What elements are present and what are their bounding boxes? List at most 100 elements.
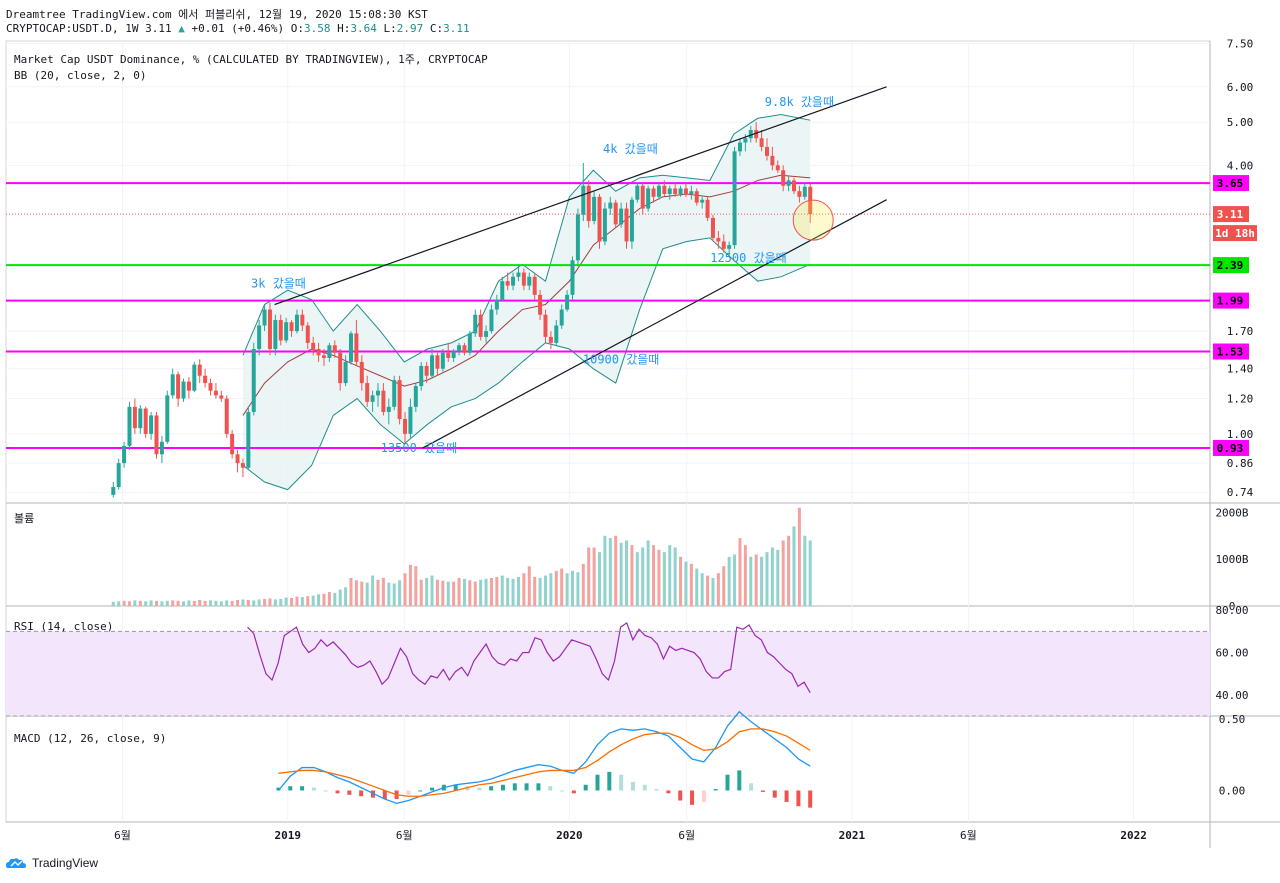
volume-bar	[684, 561, 688, 606]
macd-histogram-bar	[418, 790, 423, 792]
candle-body	[267, 309, 272, 350]
candle-body	[592, 196, 597, 222]
candle-body	[370, 395, 375, 402]
candle-body	[311, 342, 316, 350]
annotation-label: 10900 갔을때	[583, 352, 659, 366]
price-tick-label: 1.70	[1227, 325, 1254, 338]
candle-body	[516, 272, 521, 277]
macd-histogram-bar	[749, 783, 754, 791]
rsi-line	[247, 621, 811, 694]
volume-bar	[646, 540, 650, 606]
volume-bar	[111, 601, 115, 606]
candle-body	[683, 188, 688, 194]
macd-histogram-bar	[323, 790, 328, 792]
time-axis-label: 6월	[960, 829, 977, 842]
volume-bar	[614, 535, 618, 606]
macd-histogram-bar	[642, 784, 647, 791]
annotation-label: 9.8k 갔을때	[765, 95, 834, 109]
volume-bar	[743, 545, 747, 606]
candle-body	[321, 355, 326, 358]
candle-body	[716, 237, 721, 242]
candle-body	[246, 411, 251, 468]
price-tick-label: 1.40	[1227, 363, 1254, 376]
volume-bar	[625, 540, 629, 606]
price-tick-label: 0.74	[1227, 486, 1254, 499]
volume-bar	[284, 597, 288, 606]
volume-bar	[192, 600, 196, 606]
low-value: 2.97	[396, 22, 424, 35]
candle-body	[721, 241, 726, 249]
last-price-tag: 3.11	[1217, 208, 1244, 221]
volume-bar	[182, 601, 186, 606]
macd-histogram-bar	[477, 787, 482, 791]
chart-canvas[interactable]: 3k 갔을때 13500 갔을때 10900 갔을때 4k 갔을때 12500 갔을때 9…	[0, 0, 1280, 850]
volume-bar	[792, 526, 796, 606]
macd-histogram-bar	[619, 774, 624, 791]
candle-body	[305, 325, 310, 343]
volume-bar	[727, 556, 731, 606]
macd-histogram-bar	[713, 789, 718, 791]
trendline-1	[274, 86, 887, 306]
annotation-label: 3k 갔을때	[251, 276, 306, 290]
volume-bar	[619, 542, 623, 606]
candle-body	[159, 441, 164, 455]
volume-bar	[652, 545, 656, 606]
volume-bar	[230, 600, 234, 606]
candle-body	[273, 320, 278, 350]
volume-bar	[592, 547, 596, 606]
volume-bar	[403, 573, 407, 606]
macd-histogram-bar	[489, 786, 494, 791]
volume-bar	[538, 577, 542, 606]
candle-body	[792, 180, 797, 192]
last-price-tag-bg	[1213, 206, 1249, 223]
volume-bar	[209, 600, 213, 606]
level-tag-1.99: 1.99	[1217, 295, 1244, 308]
macd-histogram-bar	[548, 786, 553, 791]
candle-body	[332, 345, 337, 353]
volume-bar	[776, 549, 780, 606]
candle-body	[575, 214, 580, 261]
candle-body	[548, 336, 553, 343]
macd-histogram-bar	[453, 784, 458, 791]
symbol-label[interactable]: CRYPTOCAP:USDT.D, 1W 3.11	[6, 22, 172, 35]
tradingview-logo[interactable]: TradingView	[6, 856, 98, 870]
candle-body	[521, 272, 526, 286]
macd-histogram-bar	[276, 787, 281, 791]
volume-bar	[430, 575, 434, 606]
macd-histogram-bar	[796, 790, 801, 807]
candle-body	[770, 155, 775, 166]
price-tick-label: 1.20	[1227, 393, 1254, 406]
macd-histogram-bar	[808, 790, 813, 808]
volume-bar	[155, 600, 158, 606]
volume-bar	[127, 601, 131, 606]
macd-histogram-bar	[701, 790, 706, 802]
candle-body	[673, 188, 678, 194]
annotation-label: 4k 갔을때	[603, 142, 658, 156]
volume-bar	[576, 572, 580, 606]
rsi-tick-label: 60.00	[1215, 647, 1248, 660]
candle-body	[176, 374, 181, 399]
volume-bar	[252, 600, 256, 606]
macd-histogram-bar	[335, 790, 340, 794]
macd-histogram-bar	[512, 783, 517, 791]
candle-body	[608, 202, 613, 209]
candle-body	[419, 365, 424, 387]
highlight-circle	[792, 199, 834, 241]
price-tick-label: 0.86	[1227, 457, 1254, 470]
volume-bar	[797, 507, 801, 606]
candle-body	[489, 309, 494, 332]
time-axis-label: 2022	[1120, 829, 1147, 842]
volume-bar	[630, 545, 634, 606]
volume-bar	[673, 547, 677, 606]
level-tag-1.53-bg	[1213, 343, 1249, 360]
rsi-pane-title: RSI (14, close)	[14, 620, 113, 633]
candle-body	[197, 364, 202, 376]
candle-body	[240, 463, 245, 468]
candle-body	[451, 351, 456, 358]
macd-histogram-bar	[690, 790, 695, 805]
time-axis-label: 2021	[839, 829, 866, 842]
volume-bar	[273, 599, 277, 606]
volume-bar	[479, 579, 483, 606]
level-tag-0.93: 0.93	[1217, 442, 1244, 455]
bollinger-lower	[242, 237, 811, 491]
